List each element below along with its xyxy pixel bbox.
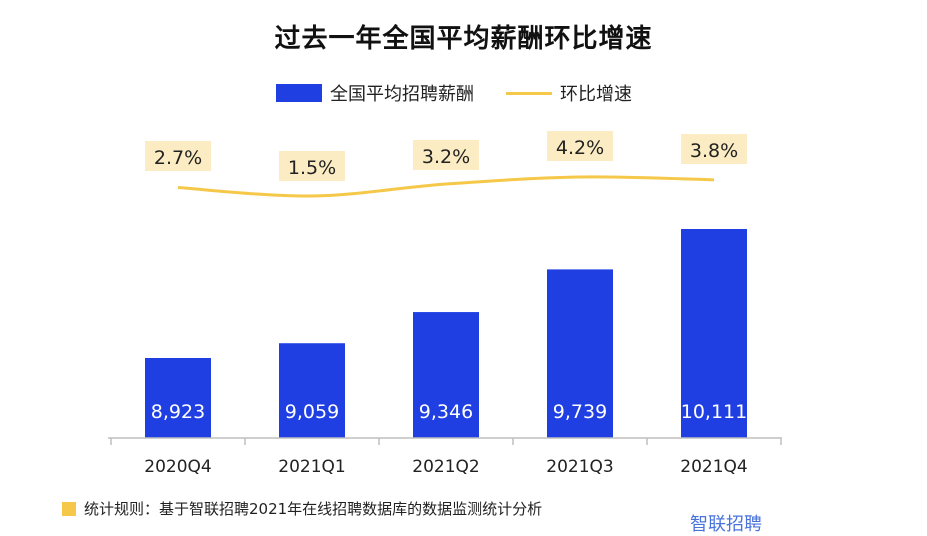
bar-2021Q3 <box>547 269 613 438</box>
bar-2021Q1 <box>279 343 345 438</box>
x-tick-label: 2021Q4 <box>680 457 747 477</box>
watermark-logo: 智联招聘 <box>690 514 762 535</box>
line-label-box <box>547 131 613 161</box>
line-label-text: 2.7% <box>154 147 202 169</box>
line-label-text: 3.8% <box>690 140 738 162</box>
footnote-swatch <box>62 501 76 516</box>
axis-layer: 2020Q4 2021Q1 2021Q2 2021Q3 2021Q4 <box>108 437 782 477</box>
legend-label-bar: 全国平均招聘薪酬 <box>330 84 474 105</box>
line-layer: 2.7% 1.5% 3.2% 4.2% 3.8% <box>145 131 747 198</box>
line-point-label: 1.5% <box>279 151 345 181</box>
bar-value-label: 10,111 <box>681 401 747 423</box>
line-label-box <box>413 140 479 170</box>
x-tick-label: 2021Q3 <box>546 457 613 477</box>
line-label-text: 1.5% <box>288 157 336 179</box>
legend-item-bar: 全国平均招聘薪酬 <box>276 80 474 106</box>
legend: 全国平均招聘薪酬 环比增速 <box>0 80 927 106</box>
line-label-box <box>681 134 747 164</box>
legend-label-line: 环比增速 <box>560 84 632 105</box>
footnote: 统计规则：基于智联招聘2021年在线招聘数据库的数据监测统计分析 <box>62 498 542 519</box>
line-label-text: 4.2% <box>556 137 604 159</box>
bar-value-label: 9,059 <box>285 401 339 423</box>
growth-line <box>177 175 715 198</box>
bar-value-label: 9,346 <box>419 401 473 423</box>
x-tick-label: 2021Q1 <box>278 457 345 477</box>
line-point-label: 4.2% <box>547 131 613 161</box>
bar-value-label: 9,739 <box>553 401 607 423</box>
x-tick-label: 2021Q2 <box>412 457 479 477</box>
bar-value-label: 8,923 <box>151 401 205 423</box>
bar-2020Q4 <box>145 358 211 438</box>
bar-2021Q4 <box>681 229 747 438</box>
chart-title: 过去一年全国平均薪酬环比增速 <box>274 24 653 54</box>
bars-layer: 8,923 9,059 9,346 9,739 10,111 <box>145 229 747 438</box>
line-point-label: 2.7% <box>145 141 211 171</box>
line-label-box <box>145 141 211 171</box>
line-point-label: 3.8% <box>681 134 747 164</box>
footnote-text: 统计规则：基于智联招聘2021年在线招聘数据库的数据监测统计分析 <box>84 500 543 518</box>
legend-swatch-line <box>506 91 552 95</box>
line-label-box <box>279 151 345 181</box>
legend-swatch-bar <box>276 84 322 102</box>
bar-2021Q2 <box>413 312 479 438</box>
line-label-text: 3.2% <box>422 146 470 168</box>
legend-item-line: 环比增速 <box>506 80 632 106</box>
chart-canvas: 8,923 9,059 9,346 9,739 10,111 2.7% 1.5% 3.2% 4… <box>108 131 782 477</box>
x-tick-label: 2020Q4 <box>144 457 211 477</box>
line-point-label: 3.2% <box>413 140 479 170</box>
